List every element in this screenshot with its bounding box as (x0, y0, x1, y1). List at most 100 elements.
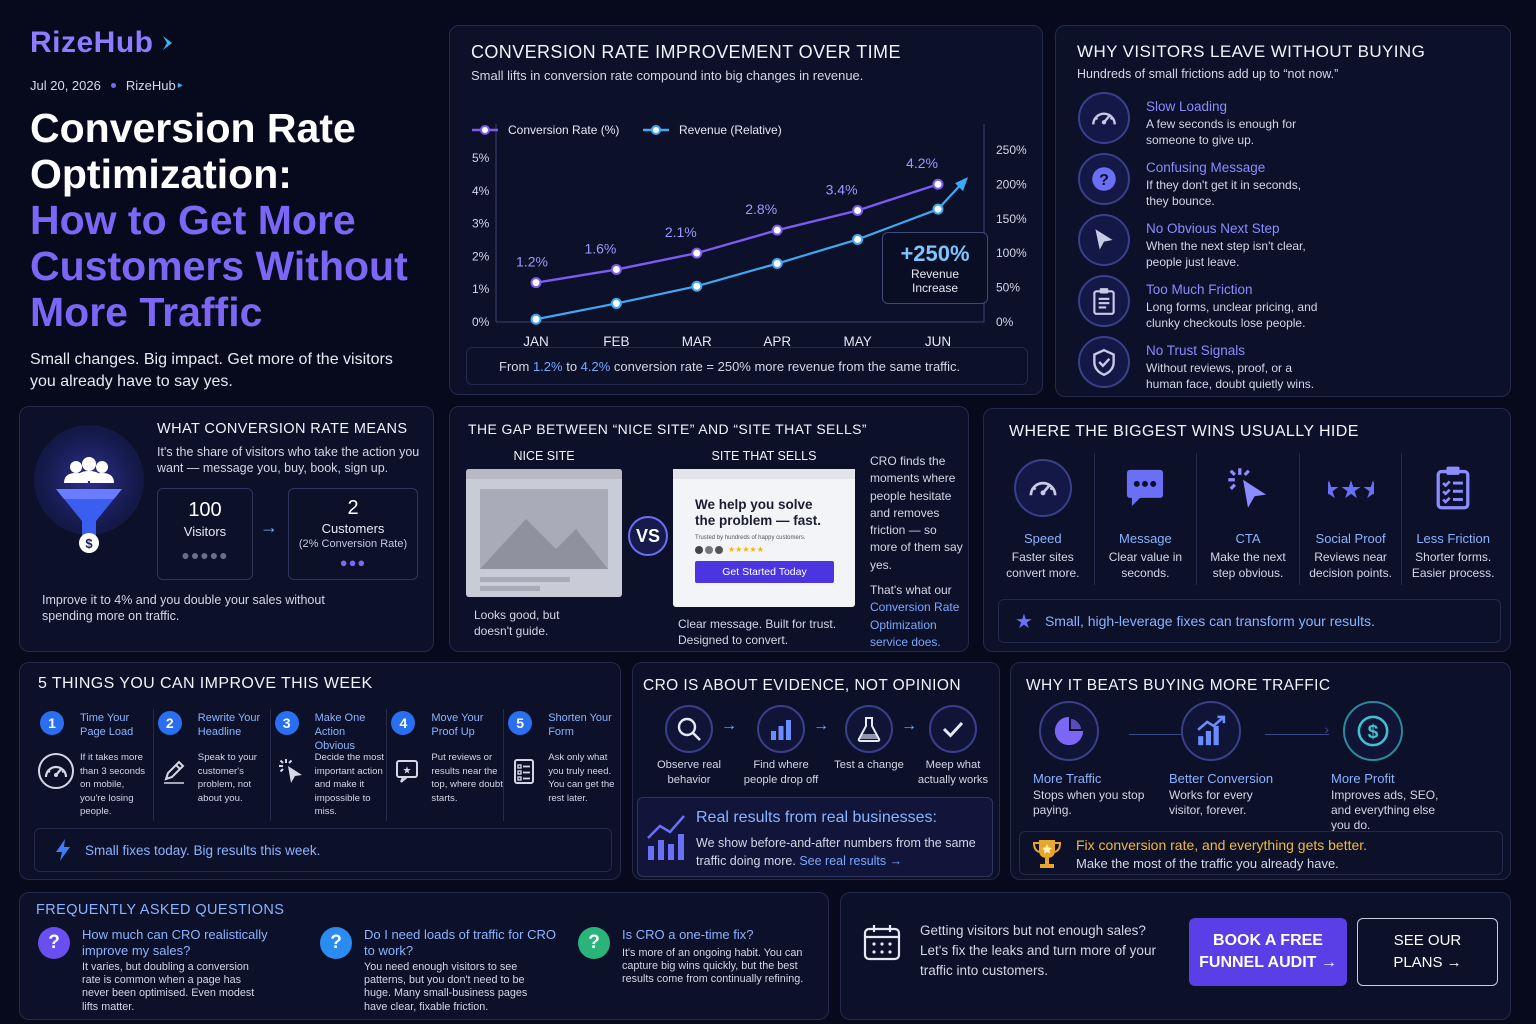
revenue-point (530, 313, 542, 325)
leave-item-icon-circle: ? (1078, 153, 1130, 205)
win-item: ★★★ Social Proof Reviews near decision poi… (1298, 453, 1402, 585)
sells-site-mockup: We help you solve the problem — fast. Tr… (673, 469, 855, 607)
improve-footer: Small fixes today. Big results this week… (34, 828, 612, 872)
leave-item-icon-circle (1078, 336, 1130, 388)
revenue-line (535, 208, 939, 321)
improve-item-title: Make One Action Obvious (314, 712, 366, 752)
visitors-people-icon: ●●●●● (181, 547, 229, 563)
book-audit-line-1: BOOK A FREE (1213, 931, 1323, 949)
conversion-data-label: 2.1% (665, 224, 697, 240)
conversion-line (535, 183, 939, 284)
improve-title: 5 THINGS YOU CAN IMPROVE THIS WEEK (38, 675, 373, 692)
beats-item: $ More Profit Improves ads, SEO, and every… (1331, 701, 1461, 833)
mockup-avatars: ★★★★★ (695, 545, 855, 554)
leave-item-title: Slow Loading (1146, 99, 1228, 114)
nice-site-caption: Looks good, but doesn't guide. (474, 608, 560, 638)
faq-item[interactable]: ? Do I need loads of traffic for CRO to w… (320, 927, 570, 1019)
stars-icon: ★★★ (1328, 465, 1374, 511)
win-item-desc: Faster sites convert more. (1006, 550, 1080, 580)
side-text-suffix: service does. (870, 634, 941, 649)
leave-item-desc: Without reviews, proof, or a human face,… (1146, 361, 1315, 391)
improve-item-desc: If it takes more than 3 seconds on mobil… (80, 752, 146, 817)
funnel-graphic: $ (34, 425, 144, 553)
win-item: Speed Faster sites convert more. (992, 453, 1094, 585)
side-text-prefix: That's what our (870, 583, 952, 597)
conversion-data-label: 2.8% (745, 201, 777, 217)
evidence-step: Observe real behavior (645, 705, 733, 788)
see-plans-button[interactable]: SEE OUR PLANS → (1357, 918, 1498, 986)
leave-item-icon-circle (1078, 275, 1130, 327)
book-audit-button[interactable]: BOOK A FREE FUNNEL AUDIT → (1189, 918, 1347, 986)
evidence-step: Meep what actually works (909, 705, 997, 788)
publish-date: Jul 20, 2026 (30, 78, 101, 93)
x-tick-label: APR (763, 334, 791, 349)
see-plans-line-1: SEE OUR (1393, 931, 1462, 949)
click-icon (277, 757, 305, 785)
improve-item: 4 Move Your Proof Up ★ Put reviews or resul… (386, 709, 503, 821)
pie-icon (1051, 713, 1087, 749)
improve-item: 5 Shorten Your Form Ask only what you trul… (503, 709, 620, 821)
leave-item-desc: A few seconds is enough for someone to g… (1146, 117, 1297, 147)
nice-site-mockup (466, 469, 622, 597)
mockup-cta-button[interactable]: Get Started Today (695, 561, 834, 583)
faq-item[interactable]: ? How much can CRO realistically improve … (38, 927, 288, 1019)
evidence-step: Find where people drop off (737, 705, 825, 788)
legend-marker (651, 125, 661, 135)
step-arrow-icon: → (813, 717, 829, 734)
conversion-point (691, 247, 703, 259)
footer-to-word: to (562, 359, 581, 374)
growth-icon (1193, 713, 1229, 749)
improve-item: 2 Rewrite Your Headline Speak to your cust… (152, 709, 270, 821)
step-arrow-icon: → (901, 717, 917, 734)
wins-list: Speed Faster sites convert more. Message Cl… (992, 453, 1504, 585)
legend-marker (480, 125, 490, 135)
evidence-step-icon-circle (929, 705, 977, 753)
byline-author[interactable]: RizeHub (125, 78, 176, 93)
conversion-point (771, 224, 783, 236)
dollar-icon: $ (1355, 713, 1391, 749)
x-tick-label: MAR (682, 334, 712, 349)
legend-label: Revenue (Relative) (679, 123, 782, 137)
faq-item[interactable]: ? Is CRO a one-time fix? It's more of an o… (578, 927, 814, 1019)
results-box[interactable]: Real results from real businesses: We sh… (637, 797, 993, 877)
see-results-link[interactable]: See real results → (799, 854, 903, 868)
title-accent-3: More Traffic (30, 289, 263, 335)
beats-item-title: Better Conversion (1169, 771, 1274, 786)
improve-item-number: 1 (40, 711, 64, 735)
beats-item-title: More Traffic (1033, 771, 1102, 786)
question-icon: ? (1089, 164, 1119, 194)
side-text-accent[interactable]: Conversion Rate Optimization (870, 600, 960, 632)
improve-icon-holder (506, 753, 542, 789)
evidence-step-label: Meep what actually works (917, 759, 989, 786)
clipboard-icon (1089, 286, 1119, 316)
evidence-title: CRO IS ABOUT EVIDENCE, NOT OPINION (643, 677, 961, 694)
evidence-step-label: Find where people drop off (743, 759, 819, 786)
win-item-title: Speed (1024, 531, 1062, 546)
brand-logo[interactable]: RizeHub (30, 26, 430, 60)
gap-panel: THE GAP BETWEEN “NICE SITE” AND “SITE TH… (449, 406, 969, 652)
mockup-trusted: Trusted by hundreds of happy customers. (695, 535, 806, 541)
win-item-desc: Clear value in seconds. (1108, 550, 1183, 580)
shield-icon (1089, 347, 1119, 377)
svg-text:★: ★ (403, 766, 412, 777)
visitors-label: Visitors (183, 524, 227, 539)
win-item: CTA Make the next step obvious. (1196, 453, 1299, 585)
customers-number: 2 (347, 497, 359, 519)
beats-item-desc: Stops when you stop paying. (1033, 788, 1145, 817)
visitors-box: 100 Visitors ●●●●● (157, 488, 253, 580)
faq-answer: It's more of an ongoing habit. You can c… (622, 947, 804, 986)
customers-label: Customers (321, 521, 385, 536)
conversion-data-label: 3.4% (826, 181, 858, 197)
conversion-data-label: 1.6% (584, 241, 616, 257)
lightning-icon (56, 839, 70, 861)
faq-question-icon: ? (578, 927, 610, 959)
beats-item-icon-circle (1039, 701, 1099, 761)
customers-people-icon: ●●● (339, 555, 367, 570)
gap-title: THE GAP BETWEEN “NICE SITE” AND “SITE TH… (468, 421, 867, 437)
improve-icon-holder (273, 753, 309, 789)
improve-item-desc: Speak to your customer's problem, not ab… (197, 752, 257, 804)
search-icon (675, 715, 703, 743)
faq-question: How much can CRO realistically improve m… (82, 927, 268, 958)
title-accent-2: Customers Without (30, 243, 408, 289)
evidence-steps: Observe real behavior → Find where people … (637, 705, 997, 793)
